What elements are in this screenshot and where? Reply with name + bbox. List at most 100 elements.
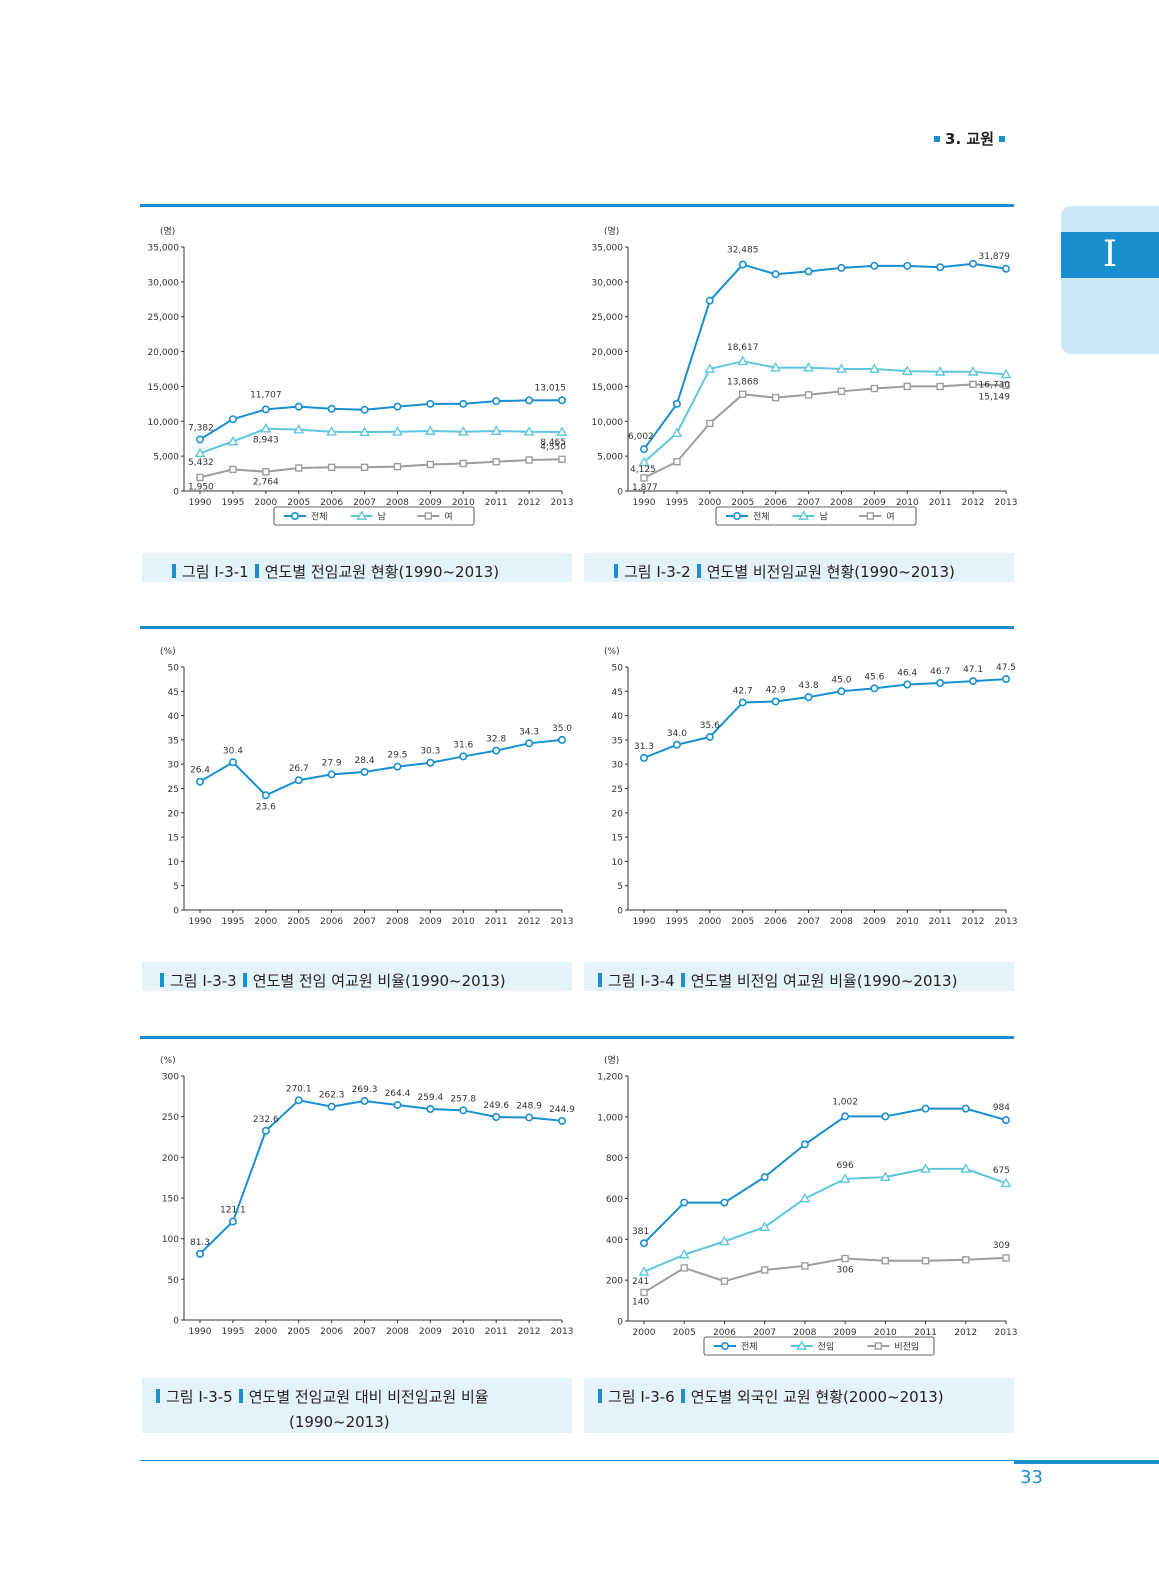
- data-point: [392, 426, 403, 436]
- data-point: [426, 460, 435, 469]
- caption-figure-number: 그림 Ⅰ-3-2: [624, 563, 691, 581]
- caption-bar-icon: [696, 564, 701, 578]
- data-label: 8,943: [253, 436, 279, 446]
- legend-marker: [796, 1340, 808, 1350]
- data-label: 26.7: [289, 764, 309, 774]
- data-point: [262, 468, 270, 476]
- x-tick-label: 2009: [419, 498, 442, 508]
- data-label: 34.0: [667, 729, 687, 739]
- data-label: 81.3: [190, 1238, 210, 1248]
- y-tick-label: 0: [173, 1317, 179, 1327]
- data-point: [903, 261, 912, 270]
- data-label: 35.0: [552, 724, 572, 734]
- y-unit-label: (명): [604, 1055, 619, 1066]
- x-tick-label: 1995: [665, 498, 688, 508]
- x-tick-label: 2013: [551, 498, 574, 508]
- data-label: 32,485: [727, 246, 759, 256]
- data-point: [195, 777, 204, 786]
- y-tick-label: 100: [162, 1235, 179, 1245]
- data-point: [1000, 1177, 1012, 1188]
- x-tick-label: 2013: [551, 1327, 574, 1337]
- x-tick-label: 2008: [793, 1328, 816, 1338]
- data-point: [799, 1192, 811, 1203]
- caption-bar-icon: [680, 1389, 685, 1403]
- y-unit-label: (%): [160, 647, 176, 657]
- chart-parttime-faculty: (명) 0 5,000 10,000 15,000 20,000 25,000 30,000 3…: [592, 226, 1017, 526]
- data-label: 5,432: [188, 458, 214, 468]
- data-label: 306: [837, 1266, 854, 1276]
- x-tick-label: 2000: [254, 1327, 277, 1337]
- y-tick-label: 40: [168, 712, 180, 722]
- data-point: [557, 735, 566, 744]
- y-tick-label: 0: [173, 907, 179, 917]
- y-tick-label: 15: [168, 834, 179, 844]
- data-point: [360, 767, 369, 776]
- y-tick-label: 50: [612, 664, 624, 674]
- chart-fulltime-female-ratio: (%) 0 5 10 15 20 25 30 35 40 45 50 1990 1995 2000 2005 2…: [160, 647, 573, 927]
- data-label: 6,002: [628, 432, 654, 442]
- data-point: [558, 455, 566, 463]
- data-label: 7,382: [188, 424, 214, 434]
- data-point: [525, 396, 534, 405]
- figure-caption: 그림 Ⅰ-3-1 연도별 전임교원 현황(1990~2013): [142, 553, 572, 582]
- x-tick-label: 2010: [452, 498, 475, 508]
- x-tick-label: 2011: [929, 917, 952, 927]
- data-point: [839, 1173, 851, 1183]
- row-divider: [140, 204, 1014, 207]
- data-point: [771, 270, 780, 279]
- y-tick-label: 35: [612, 736, 623, 746]
- data-point: [921, 1104, 930, 1113]
- chart-fulltime-faculty: (명) 0 5,000 10,000 15,000 20,000 25,000 30,000 3…: [148, 226, 574, 526]
- data-point: [737, 355, 749, 366]
- y-tick-label: 150: [162, 1195, 179, 1205]
- data-label: 264.4: [385, 1089, 411, 1099]
- x-tick-label: 1990: [189, 917, 212, 927]
- y-tick-label: 250: [162, 1113, 179, 1123]
- data-label: 984: [993, 1103, 1010, 1113]
- caption-figure-number: 그림 Ⅰ-3-1: [182, 563, 249, 581]
- square-bullet-icon: [934, 135, 941, 142]
- data-point: [870, 684, 879, 693]
- y-tick-label: 35,000: [592, 244, 624, 254]
- data-label: 47.5: [996, 663, 1016, 673]
- data-point: [738, 698, 747, 707]
- caption-bar-icon: [680, 973, 685, 987]
- caption-text: 연도별 전임교원 현황(1990~2013): [264, 563, 500, 581]
- y-tick-label: 10: [612, 858, 624, 868]
- data-point: [841, 1112, 850, 1121]
- chapter-tab[interactable]: I: [1061, 206, 1159, 354]
- data-point: [639, 1239, 648, 1248]
- data-point: [1001, 675, 1010, 684]
- data-point: [360, 1096, 369, 1105]
- data-point: [1001, 1116, 1010, 1125]
- figure-caption: 그림 Ⅰ-3-3 연도별 전임 여교원 비율(1990~2013): [142, 962, 572, 991]
- data-label: 262.3: [319, 1091, 345, 1101]
- x-tick-label: 1995: [221, 498, 244, 508]
- data-label: 27.9: [322, 758, 342, 768]
- data-point: [227, 435, 239, 446]
- data-label: 15,149: [979, 392, 1011, 402]
- data-point: [525, 456, 533, 464]
- data-point: [969, 380, 977, 389]
- data-point: [525, 739, 534, 748]
- data-label: 35.6: [700, 721, 720, 731]
- x-tick-label: 2010: [874, 1328, 897, 1338]
- legend-marker: [291, 511, 300, 520]
- legend-label: 남: [378, 512, 386, 523]
- data-label: 30.4: [223, 746, 243, 756]
- data-point: [326, 426, 338, 436]
- data-label: 381: [632, 1227, 649, 1237]
- data-point: [771, 697, 780, 706]
- y-tick-label: 25: [168, 785, 179, 795]
- data-label: 1,877: [632, 483, 658, 493]
- data-point: [293, 424, 305, 434]
- y-unit-label: (명): [160, 226, 175, 237]
- y-tick-label: 15: [612, 834, 623, 844]
- data-label: 269.3: [352, 1085, 378, 1095]
- x-tick-label: 1990: [633, 917, 656, 927]
- y-tick-label: 10,000: [148, 418, 180, 428]
- x-tick-label: 2010: [452, 1327, 475, 1337]
- data-point: [837, 387, 846, 396]
- data-point: [936, 382, 944, 391]
- data-point: [1001, 264, 1010, 273]
